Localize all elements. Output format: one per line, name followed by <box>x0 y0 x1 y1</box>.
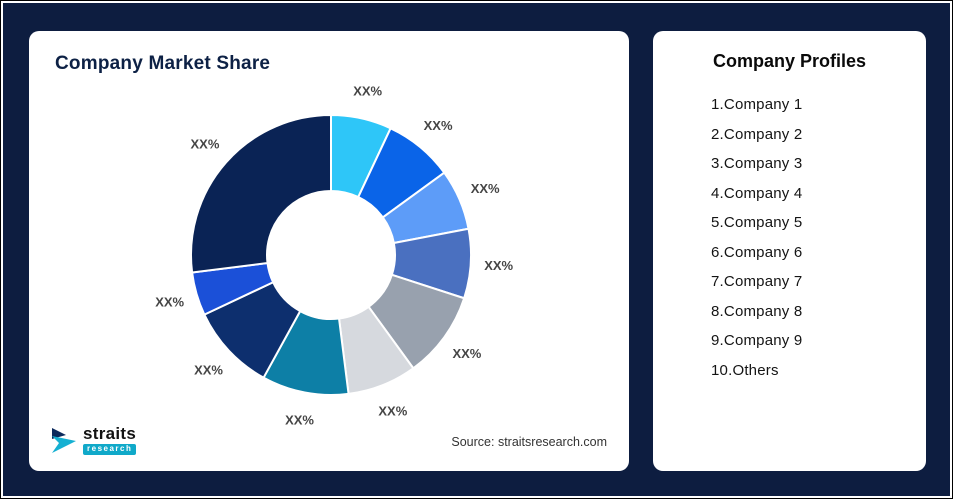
company-profiles-card: Company Profiles 1.Company 1 2.Company 2 3… <box>653 31 926 471</box>
donut-chart: XX% XX% XX% XX% XX% XX% XX% XX% XX% XX% <box>155 84 513 428</box>
slice-label-3: XX% <box>471 181 500 196</box>
slice-label-2: XX% <box>424 118 453 133</box>
company-item: 9.Company 9 <box>711 332 803 349</box>
company-item: 10.Others <box>711 361 779 379</box>
company-list: 1.Company 1 2.Company 2 3.Company 3 4.Compa… <box>653 96 926 379</box>
logo-brand-text: straits <box>83 424 137 443</box>
source-attribution: Source: straitsresearch.com <box>451 435 607 449</box>
slice-label-5: XX% <box>452 346 481 361</box>
slice-label-1: XX% <box>353 84 382 99</box>
company-item: 1.Company 1 <box>711 96 803 113</box>
company-item: 7.Company 7 <box>711 273 803 290</box>
slice-label-4: XX% <box>484 258 513 273</box>
company-item: 6.Company 6 <box>711 243 803 261</box>
company-item: 3.Company 3 <box>711 155 803 172</box>
logo-icon <box>52 428 76 453</box>
logo-text: straits research <box>83 424 137 455</box>
logo-sub-text: research <box>83 444 137 455</box>
company-item: 8.Company 8 <box>711 302 803 320</box>
profiles-title: Company Profiles <box>712 51 867 71</box>
company-item: 5.Company 5 <box>711 214 803 231</box>
slice-label-8: XX% <box>194 363 223 378</box>
straits-research-logo: straits research <box>51 424 137 455</box>
slice-label-6: XX% <box>378 404 407 419</box>
slice-label-10: XX% <box>191 136 220 151</box>
donut-segment-10 <box>190 114 332 274</box>
company-item: 4.Company 4 <box>711 184 803 202</box>
company-item: 2.Company 2 <box>711 125 803 143</box>
chart-title: Company Market Share <box>55 53 271 74</box>
slice-label-9: XX% <box>155 294 184 309</box>
market-share-card: Company Market Share XX% XX% XX% XX% XX% XX% X… <box>29 31 629 471</box>
slice-label-7: XX% <box>285 413 314 428</box>
donut-chart-area: XX% XX% XX% XX% XX% XX% XX% XX% XX% XX% <box>29 83 629 428</box>
